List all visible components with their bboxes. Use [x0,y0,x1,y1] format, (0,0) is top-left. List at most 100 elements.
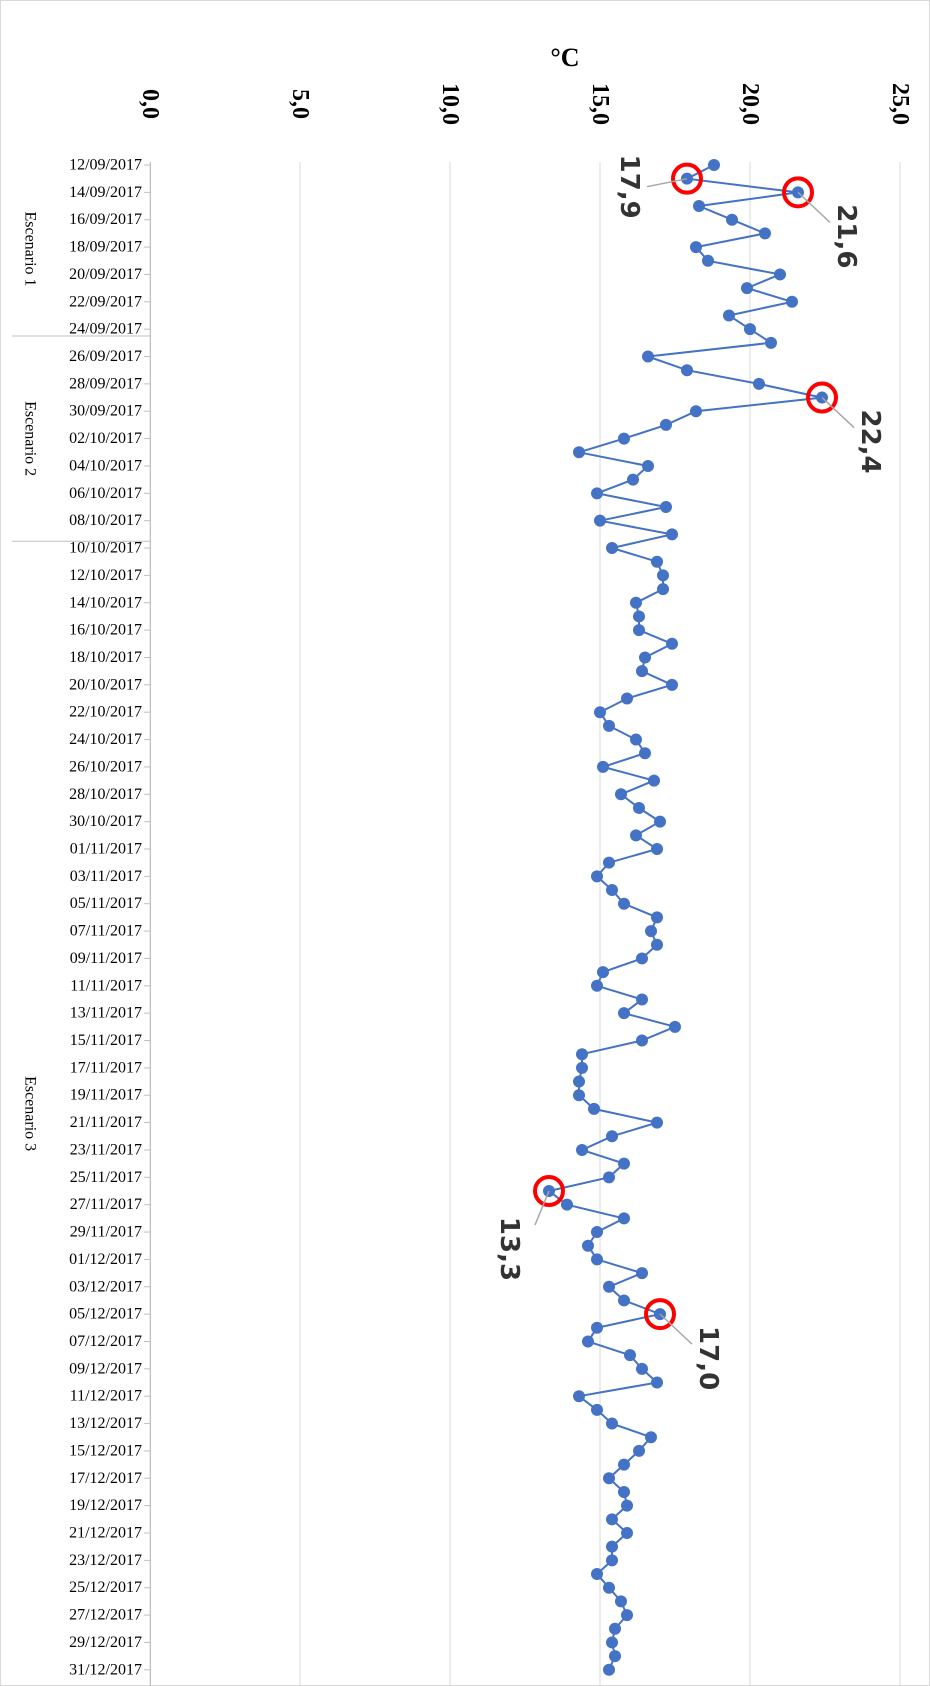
data-point [657,583,669,596]
data-point [618,432,630,445]
data-point [657,569,669,582]
annotations: 17,9 21,6 22,4 13,3 17,0 [494,155,885,1391]
date-tick-label: 29/12/2017 [69,1634,142,1651]
data-point [603,719,615,732]
data-point [582,1335,594,1348]
date-tick-label: 12/10/2017 [69,567,142,584]
data-point [759,227,771,240]
y-axis-title: °C [550,43,579,72]
date-tick-label: 13/11/2017 [70,1005,142,1022]
annotation-label: 22,4 [855,409,885,473]
data-point [591,1226,603,1239]
data-point [786,295,798,308]
data-point [576,1048,588,1061]
date-tick-label: 23/12/2017 [69,1552,142,1569]
data-point [591,1253,603,1266]
data-point [648,774,660,787]
data-point [591,979,603,992]
date-tick-label: 12/09/2017 [69,157,142,174]
data-point [573,1089,585,1102]
data-point [660,501,672,513]
data-point [690,241,702,254]
date-tick-label: 19/12/2017 [69,1497,142,1514]
data-point [594,706,606,719]
annotation-label: 13,3 [494,1217,524,1281]
data-point [636,1034,648,1047]
data-point [621,1609,633,1622]
date-tick-label: 21/12/2017 [69,1525,142,1542]
data-point [603,1472,615,1485]
date-tick-label: 25/11/2017 [70,1169,142,1186]
data-point [591,487,603,500]
date-tick-label: 26/09/2017 [69,348,142,365]
date-tick-label: 30/09/2017 [69,403,142,420]
annotation-leader [821,397,855,429]
data-point [615,1595,627,1608]
date-tick-label: 18/09/2017 [69,239,142,256]
data-point [633,624,645,637]
data-point [651,1376,663,1389]
data-point [576,1061,588,1074]
value-tick-label: 20,0 [737,83,763,125]
date-tick-label: 02/10/2017 [69,430,142,447]
date-tick-label: 30/10/2017 [69,813,142,830]
date-tick-label: 13/12/2017 [69,1415,142,1432]
data-point [573,1075,585,1088]
data-point [606,1540,618,1553]
highlight-ring [782,176,814,209]
data-point [681,364,693,377]
data-point [630,596,642,609]
annotation-leader [797,191,831,223]
date-tick-label: 08/10/2017 [69,512,142,529]
date-tick-label: 07/12/2017 [69,1333,142,1350]
data-point [741,282,753,295]
data-point [651,911,663,924]
data-point [588,1102,600,1115]
data-point [753,377,765,390]
date-tick-label: 14/09/2017 [69,184,142,201]
date-tick-label: 11/12/2017 [70,1388,142,1405]
data-point [666,528,678,541]
data-point [609,1622,621,1635]
data-point [591,1403,603,1416]
date-tick-label: 05/11/2017 [70,895,142,912]
highlight-ring [533,1175,565,1207]
highlight-ring [806,381,838,414]
scenario-label: Escenario 1 [22,211,39,286]
date-tick-label: 01/12/2017 [69,1251,142,1268]
data-point [573,446,585,459]
data-point [591,1321,603,1334]
data-point [630,733,642,746]
date-tick-label: 20/09/2017 [69,266,142,283]
date-tick-label: 26/10/2017 [69,758,142,775]
data-point [603,1171,615,1184]
value-tick-label: 25,0 [887,83,913,125]
value-tick-label: 10,0 [437,83,463,125]
date-tick-label: 14/10/2017 [69,594,142,611]
annotation-leader [534,1190,550,1226]
date-tick-label: 17/11/2017 [70,1059,142,1076]
data-point [636,993,648,1006]
highlight-ring [644,1298,676,1331]
date-tick-label: 28/09/2017 [69,375,142,392]
data-point [597,966,609,979]
data-point [603,1663,615,1676]
date-tick-label: 05/12/2017 [69,1306,142,1323]
data-point [651,555,663,568]
data-point [642,350,654,363]
date-tick-label: 28/10/2017 [69,786,142,803]
data-point [603,1280,615,1293]
data-point [690,405,702,418]
data-point [723,309,735,322]
data-point [693,200,705,213]
date-tick-label: 31/12/2017 [69,1661,142,1678]
date-tick-label: 23/11/2017 [70,1141,142,1158]
data-point [669,1020,681,1033]
data-point [702,254,714,267]
data-point [633,610,645,623]
date-tick-label: 07/11/2017 [70,923,142,940]
data-point [765,336,777,349]
date-tick-label: 25/12/2017 [69,1579,142,1596]
date-tick-label: 03/11/2017 [70,868,142,885]
data-point [633,801,645,814]
